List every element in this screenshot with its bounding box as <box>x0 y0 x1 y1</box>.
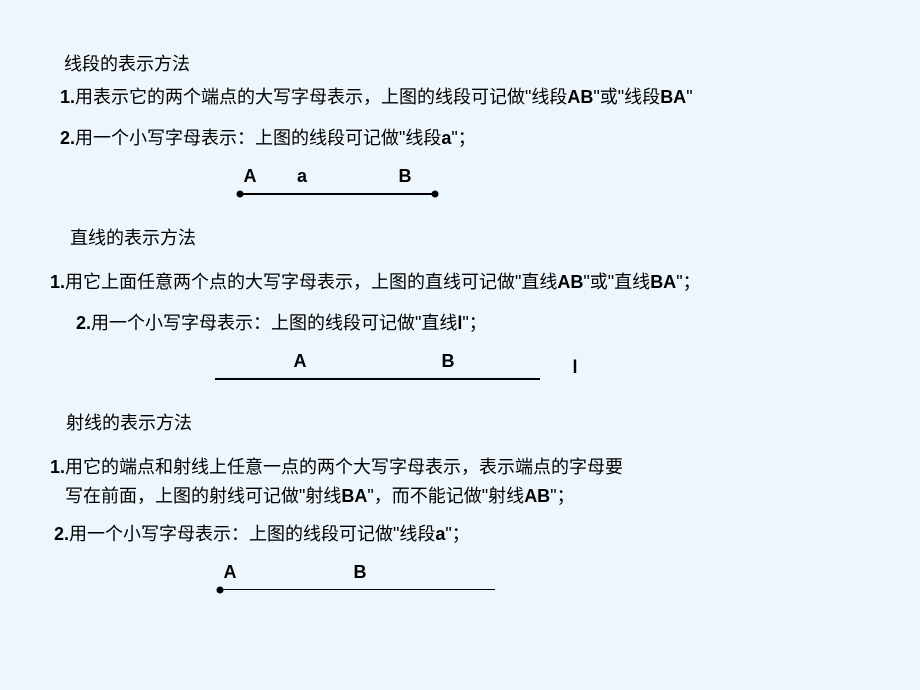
section2-title: 直线的表示方法 <box>70 224 860 250</box>
s3-item2-bold: a <box>435 524 445 544</box>
s3-item2-prefix: 2. <box>54 524 69 544</box>
s2-item2-prefix: 2. <box>76 313 91 333</box>
section1-title: 线段的表示方法 <box>64 50 860 76</box>
s3-item2-text: 用一个小写字母表示：上图的线段可记做"线段 <box>69 524 435 544</box>
item1-bold2: BA <box>660 87 686 107</box>
label-mid: a <box>297 166 307 187</box>
s3-item1-prefix: 1. <box>50 457 65 477</box>
s3-item1-mid: "，而不能记做"射线 <box>367 486 524 506</box>
s3-item1-end: "； <box>550 486 574 506</box>
d2-label-a: A <box>294 351 307 372</box>
ray-diagram: A B <box>215 562 515 602</box>
s2-item1-bold1: AB <box>557 272 583 292</box>
d2-label-l: l <box>572 357 577 378</box>
d2-label-b: B <box>442 351 455 372</box>
section1-item2: 2.用一个小写字母表示：上图的线段可记做"线段a"； <box>60 125 860 152</box>
s2-item1-text: 用它上面任意两个点的大写字母表示，上图的直线可记做"直线 <box>65 272 557 292</box>
item2-text: 用一个小写字母表示：上图的线段可记做"线段 <box>75 128 441 148</box>
d3-label-a: A <box>224 562 237 583</box>
s3-item1-bold2: AB <box>524 486 550 506</box>
item2-prefix: 2. <box>60 128 75 148</box>
s3-item2-end: "； <box>445 524 469 544</box>
s3-item1-text2: 写在前面，上图的射线可记做"射线 <box>65 486 341 506</box>
section3-title: 射线的表示方法 <box>66 409 860 435</box>
section2-item2: 2.用一个小写字母表示：上图的线段可记做"直线l"； <box>76 310 860 337</box>
s3-item1-text1: 用它的端点和射线上任意一点的两个大写字母表示，表示端点的字母要 <box>65 457 623 477</box>
item2-end: "； <box>451 128 475 148</box>
s2-item2-end: "； <box>462 313 486 333</box>
ray-line <box>220 589 495 591</box>
straight-line <box>215 378 540 380</box>
item1-bold1: AB <box>567 87 593 107</box>
d3-label-b: B <box>354 562 367 583</box>
item1-text: 用表示它的两个端点的大写字母表示，上图的线段可记做"线段 <box>75 87 567 107</box>
section2-item1: 1.用它上面任意两个点的大写字母表示，上图的直线可记做"直线AB"或"直线BA"… <box>50 268 860 294</box>
s2-item2-text: 用一个小写字母表示：上图的线段可记做"直线 <box>91 313 457 333</box>
section3-item2: 2.用一个小写字母表示：上图的线段可记做"线段a"； <box>54 521 860 548</box>
item1-prefix: 1. <box>60 87 75 107</box>
s2-item1-end: "； <box>676 272 700 292</box>
label-a: A <box>244 166 257 187</box>
segment-diagram: A a B <box>240 166 440 206</box>
s3-item1-bold1: BA <box>341 486 367 506</box>
s2-item1-bold2: BA <box>650 272 676 292</box>
item2-bold: a <box>441 128 451 148</box>
section1-item1: 1.用表示它的两个端点的大写字母表示，上图的线段可记做"线段AB"或"线段BA" <box>60 84 860 111</box>
segment-line <box>240 193 435 195</box>
s2-item1-prefix: 1. <box>50 272 65 292</box>
dot-b <box>432 191 439 198</box>
s2-item1-mid: "或"直线 <box>583 272 650 292</box>
item1-mid: "或"线段 <box>593 87 660 107</box>
item1-end: " <box>686 87 692 107</box>
line-diagram: A B l <box>195 351 565 391</box>
label-b: B <box>399 166 412 187</box>
section3-item1: 1.用它的端点和射线上任意一点的两个大写字母表示，表示端点的字母要 1.写在前面… <box>50 453 860 511</box>
